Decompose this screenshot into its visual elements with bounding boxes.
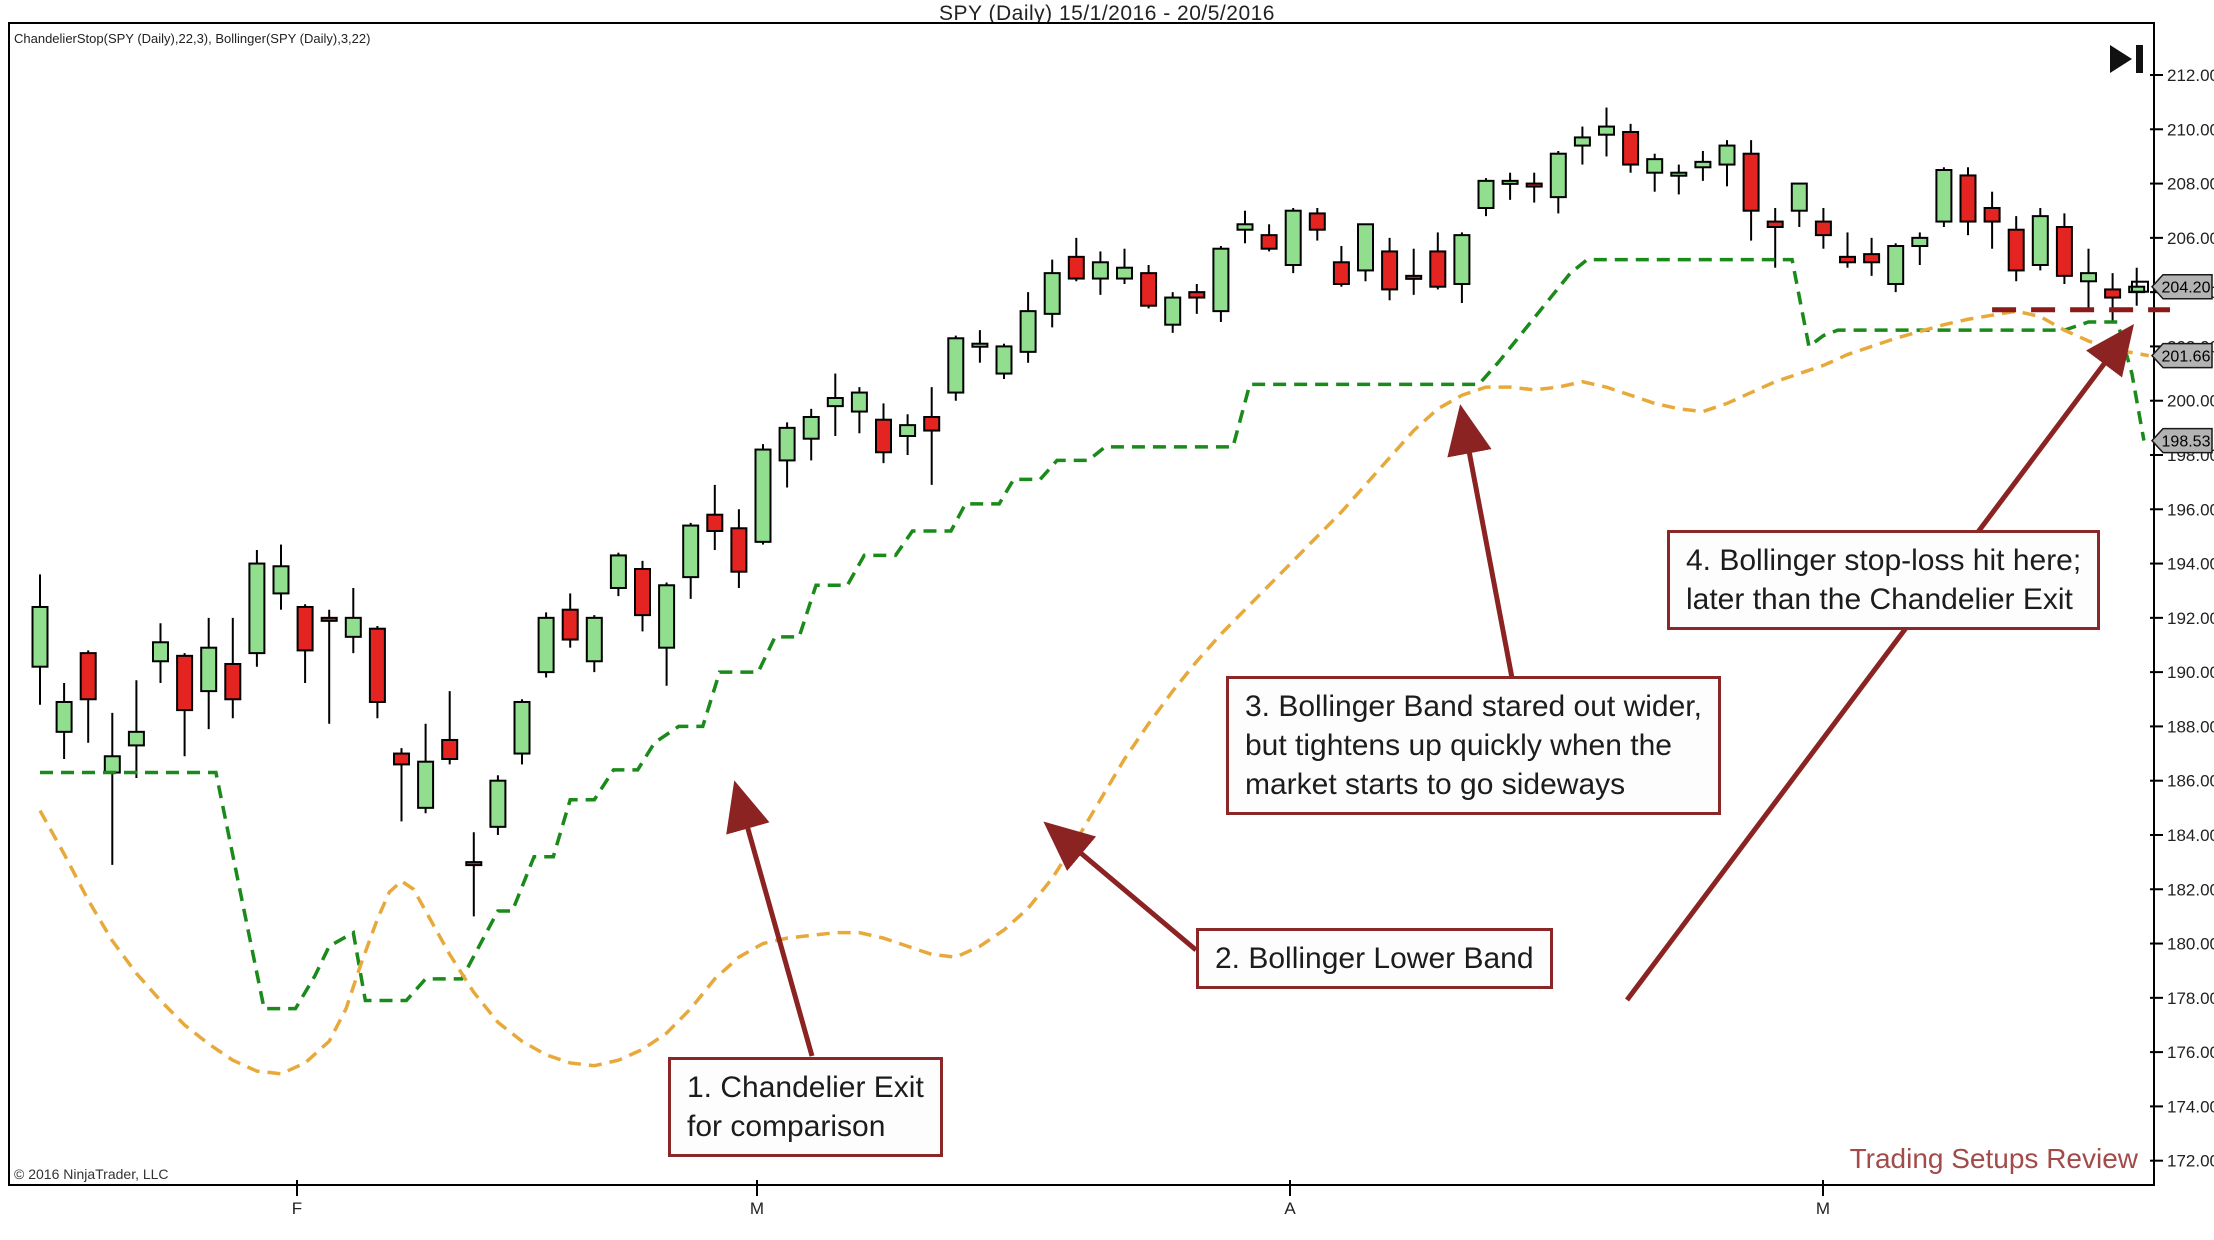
svg-text:M: M [1816, 1199, 1830, 1218]
go-to-last-bar-icon[interactable] [2110, 44, 2146, 74]
annotation-bollinger-lower-band: 2. Bollinger Lower Band [1196, 928, 1553, 989]
last-price-marker [2131, 280, 2149, 293]
svg-text:A: A [1284, 1199, 1296, 1218]
indicator-label: ChandelierStop(SPY (Daily),22,3), Bollin… [14, 31, 371, 46]
svg-text:201.66: 201.66 [2162, 349, 2211, 366]
svg-text:200.00: 200.00 [2167, 392, 2214, 411]
svg-text:190.00: 190.00 [2167, 663, 2214, 682]
svg-text:204.20: 204.20 [2162, 280, 2211, 297]
svg-text:198.53: 198.53 [2162, 434, 2211, 451]
site-watermark: Trading Setups Review [1849, 1143, 2138, 1174]
annotation-stop-loss-hit: 4. Bollinger stop-loss hit here; later t… [1667, 530, 2101, 630]
svg-text:180.00: 180.00 [2167, 935, 2214, 954]
ninjatrader-copyright: © 2016 NinjaTrader, LLC [14, 1166, 169, 1182]
svg-text:182.00: 182.00 [2167, 880, 2214, 899]
svg-text:212.00: 212.00 [2167, 66, 2214, 85]
svg-text:208.00: 208.00 [2167, 175, 2214, 194]
annotation-chandelier-exit: 1. Chandelier Exit for comparison [668, 1057, 943, 1157]
svg-text:M: M [750, 1199, 764, 1218]
price-tags: 204.20 201.66 198.53 [2150, 273, 2213, 454]
svg-text:172.00: 172.00 [2167, 1152, 2214, 1171]
svg-text:178.00: 178.00 [2167, 989, 2214, 1008]
svg-text:210.00: 210.00 [2167, 120, 2214, 139]
svg-text:188.00: 188.00 [2167, 717, 2214, 736]
svg-text:206.00: 206.00 [2167, 229, 2214, 248]
svg-text:184.00: 184.00 [2167, 826, 2214, 845]
candlesticks [31, 107, 2146, 917]
svg-text:174.00: 174.00 [2167, 1097, 2214, 1116]
svg-text:192.00: 192.00 [2167, 609, 2214, 628]
annotation-bollinger-width: 3. Bollinger Band stared out wider, but … [1226, 676, 1721, 815]
svg-text:176.00: 176.00 [2167, 1043, 2214, 1062]
svg-text:186.00: 186.00 [2167, 772, 2214, 791]
chart-title: SPY (Daily) 15/1/2016 - 20/5/2016 [939, 2, 1275, 25]
price-axis[interactable]: 212.00210.00208.00206.00204.00202.00200.… [2150, 66, 2214, 1171]
svg-text:196.00: 196.00 [2167, 500, 2214, 519]
svg-text:F: F [292, 1199, 302, 1218]
svg-text:194.00: 194.00 [2167, 555, 2214, 574]
annotation-arrows [726, 324, 2134, 1057]
chandelier-exit-line [40, 257, 2146, 1011]
